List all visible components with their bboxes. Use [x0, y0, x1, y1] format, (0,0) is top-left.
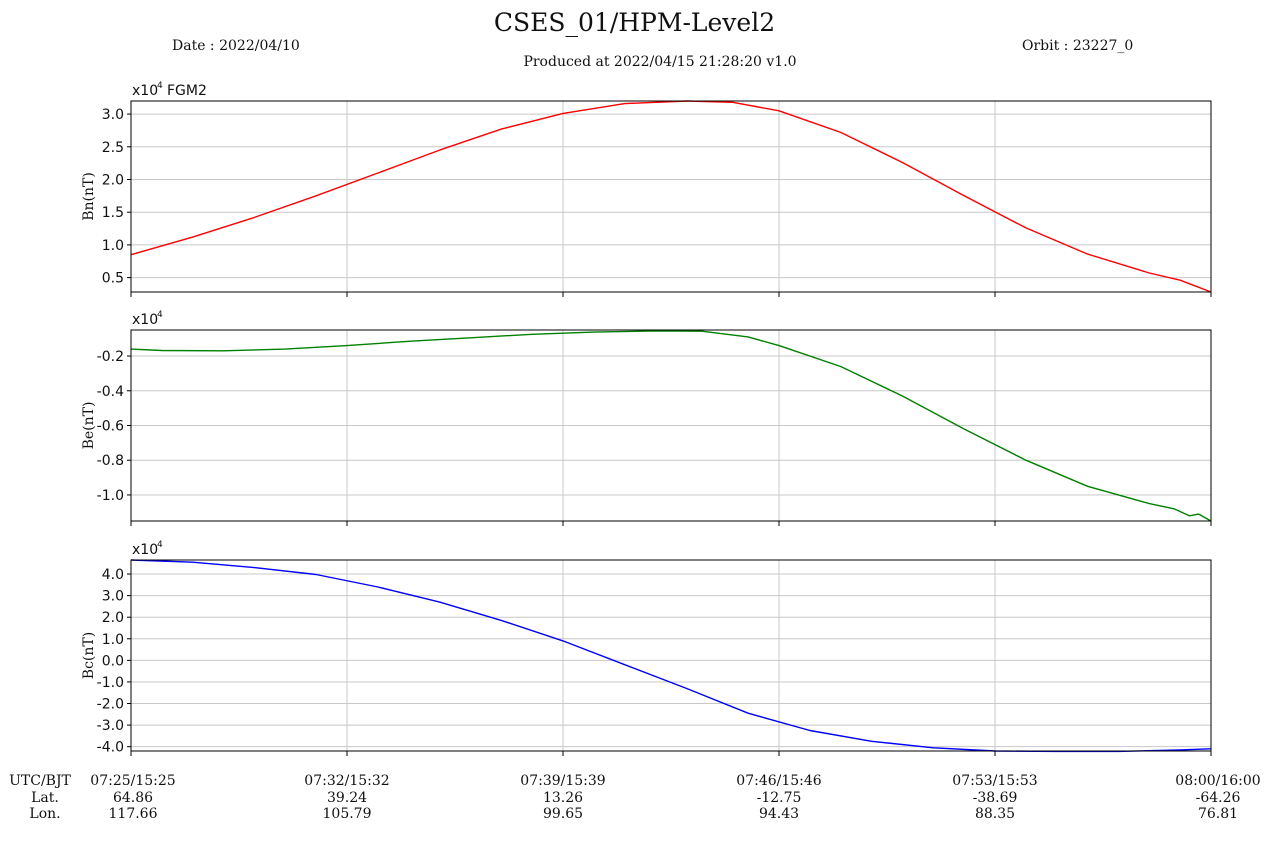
scale-label: x10: [132, 312, 158, 328]
scale-exponent: 4: [157, 310, 163, 320]
lat-row-label: Lat.: [31, 790, 59, 806]
produced-label: Produced at 2022/04/15 21:28:20 v1.0: [523, 54, 797, 70]
series-line: [130, 559, 1212, 753]
x-time-label: 07:53/15:53: [952, 773, 1037, 789]
x-time-label: 07:32/15:32: [304, 773, 389, 789]
y-tick-label: 3.0: [102, 589, 124, 605]
x-lat-label: 13.26: [543, 790, 583, 806]
x-lon-label: 105.79: [323, 806, 372, 822]
y-tick-label: -3.0: [97, 718, 124, 734]
x-lat-label: -12.75: [757, 790, 802, 806]
date-label: Date : 2022/04/10: [172, 38, 300, 54]
y-axis-label: Bn(nT): [81, 172, 97, 221]
x-time-label: 08:00/16:00: [1175, 773, 1260, 789]
y-tick-label: 4.0: [102, 567, 124, 583]
lon-row-label: Lon.: [29, 806, 60, 822]
y-tick-label: 1.0: [102, 238, 124, 254]
y-axis-label: Be(nT): [81, 402, 97, 450]
x-lat-label: -38.69: [973, 790, 1018, 806]
y-tick-label: 0.5: [102, 271, 124, 287]
instrument-label: FGM2: [167, 83, 207, 99]
series-line: [130, 330, 1212, 522]
scale-exponent: 4: [157, 540, 163, 550]
y-axis-label: Bc(nT): [81, 632, 97, 679]
x-time-label: 07:39/15:39: [520, 773, 605, 789]
y-tick-label: 2.0: [102, 172, 124, 188]
scale-exponent: 4: [157, 81, 163, 91]
y-tick-label: 2.0: [102, 610, 124, 626]
y-tick-label: -0.6: [97, 419, 124, 435]
series-line: [130, 100, 1212, 293]
chart-title: CSES_01/HPM-Level2: [493, 8, 776, 37]
x-lon-label: 76.81: [1198, 806, 1238, 822]
scale-label: x10: [132, 83, 158, 99]
x-lon-label: 117.66: [109, 806, 158, 822]
x-lon-label: 94.43: [759, 806, 799, 822]
x-lat-label: -64.26: [1196, 790, 1241, 806]
y-tick-label: -1.0: [97, 675, 124, 691]
y-tick-label: -0.4: [97, 384, 124, 400]
y-tick-label: 3.0: [102, 107, 124, 123]
y-tick-label: -0.8: [97, 453, 124, 469]
y-tick-label: 1.5: [102, 205, 124, 221]
x-lon-label: 88.35: [975, 806, 1015, 822]
x-lat-label: 39.24: [327, 790, 367, 806]
y-tick-label: -2.0: [97, 697, 124, 713]
x-lon-label: 99.65: [543, 806, 583, 822]
y-tick-label: 2.5: [102, 140, 124, 156]
x-time-label: 07:25/15:25: [90, 773, 175, 789]
plot-frame: [130, 100, 1212, 293]
y-tick-label: -1.0: [97, 488, 124, 504]
plot-frame: [130, 559, 1212, 752]
x-time-label: 07:46/15:46: [736, 773, 822, 789]
y-tick-label: -0.2: [97, 349, 124, 365]
y-tick-label: 1.0: [102, 632, 124, 648]
orbit-label: Orbit : 23227_0: [1022, 38, 1134, 54]
scale-label: x10: [132, 542, 158, 558]
x-lat-label: 64.86: [113, 790, 153, 806]
y-tick-label: 0.0: [102, 653, 124, 669]
utc-bjt-row-label: UTC/BJT: [9, 773, 71, 789]
y-tick-label: -4.0: [97, 740, 124, 756]
